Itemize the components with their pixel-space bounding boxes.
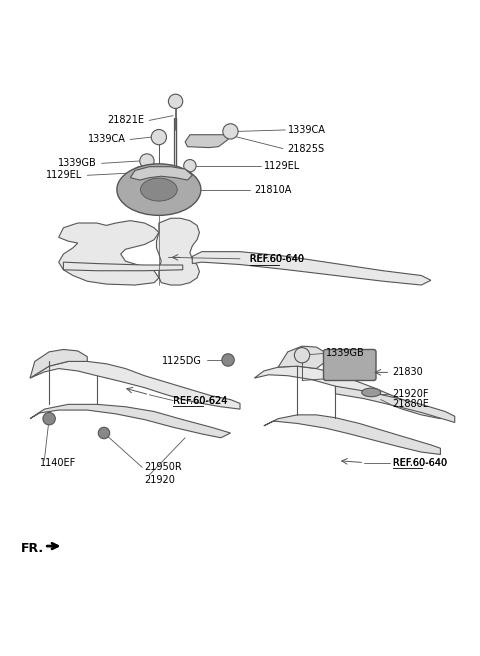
Ellipse shape — [362, 388, 381, 397]
Text: REF.60-624: REF.60-624 — [0, 655, 1, 656]
Text: FR.: FR. — [21, 542, 44, 555]
Text: REF.60-624: REF.60-624 — [173, 396, 228, 405]
Text: REF.60-640: REF.60-640 — [250, 254, 304, 264]
Text: 21920F: 21920F — [393, 389, 429, 399]
Text: REF.60-640: REF.60-640 — [393, 458, 447, 468]
Circle shape — [140, 154, 154, 168]
Text: 1125DG: 1125DG — [162, 356, 202, 367]
Text: 21810A: 21810A — [254, 184, 292, 195]
Polygon shape — [156, 218, 199, 285]
FancyBboxPatch shape — [324, 350, 376, 380]
Text: 1339CA: 1339CA — [87, 134, 125, 144]
Polygon shape — [254, 366, 441, 419]
Circle shape — [294, 348, 310, 363]
Circle shape — [98, 427, 110, 439]
Circle shape — [43, 413, 55, 425]
Text: 21880E: 21880E — [393, 400, 430, 409]
Polygon shape — [130, 167, 192, 180]
Polygon shape — [30, 404, 230, 438]
Ellipse shape — [141, 178, 177, 201]
Polygon shape — [30, 350, 87, 378]
Polygon shape — [336, 386, 455, 422]
Text: 1339CA: 1339CA — [288, 125, 325, 135]
Circle shape — [184, 159, 196, 172]
Polygon shape — [264, 415, 441, 455]
Polygon shape — [185, 134, 228, 148]
Circle shape — [223, 124, 238, 139]
Text: 1129EL: 1129EL — [46, 171, 83, 180]
Text: REF.60-640: REF.60-640 — [0, 655, 1, 656]
Text: REF.60-640: REF.60-640 — [0, 655, 1, 656]
Ellipse shape — [117, 164, 201, 215]
Polygon shape — [63, 262, 183, 271]
Text: 21821E: 21821E — [108, 115, 144, 125]
Text: 21950R: 21950R — [144, 462, 182, 472]
Text: 1140EF: 1140EF — [39, 458, 76, 468]
Polygon shape — [30, 361, 240, 409]
Polygon shape — [192, 252, 431, 285]
Circle shape — [168, 94, 183, 108]
Polygon shape — [278, 346, 326, 369]
Text: 21830: 21830 — [393, 367, 423, 377]
Text: REF.60-624: REF.60-624 — [173, 396, 228, 405]
Circle shape — [151, 129, 167, 145]
Polygon shape — [59, 220, 159, 285]
Text: REF.60-640: REF.60-640 — [250, 254, 304, 264]
Text: 21920: 21920 — [144, 475, 175, 485]
Text: REF.60-640: REF.60-640 — [393, 458, 447, 468]
Text: 1129EL: 1129EL — [264, 161, 300, 171]
Text: 1339GB: 1339GB — [58, 158, 97, 169]
Text: 21825S: 21825S — [288, 144, 325, 154]
Text: 1339GB: 1339GB — [326, 348, 365, 358]
Circle shape — [133, 167, 146, 179]
Circle shape — [222, 354, 234, 366]
